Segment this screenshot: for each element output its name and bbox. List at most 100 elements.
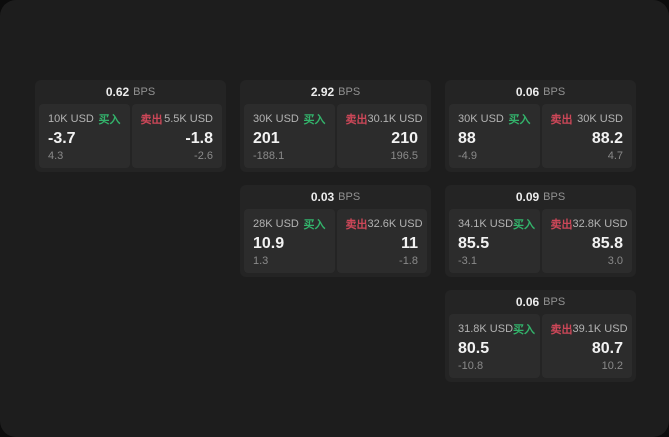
buy-top-row: 10K USD 买入 [48, 111, 121, 127]
sell-top-row: 卖出 39.1K USD [550, 321, 628, 337]
buy-side-label: 买入 [513, 219, 536, 231]
card-header: 0.06 BPS [445, 290, 636, 314]
card-body: 34.1K USD 买入 85.5 -3.1 卖出 32.8K USD 85.8… [445, 209, 636, 277]
buy-panel[interactable]: 34.1K USD 买入 85.5 -3.1 [449, 209, 540, 273]
bps-unit-label: BPS [543, 296, 566, 308]
buy-price: 201 [253, 130, 280, 147]
buy-amount: 30K USD [253, 113, 299, 125]
buy-sub-value: -3.1 [458, 255, 477, 267]
buy-panel[interactable]: 30K USD 买入 88 -4.9 [449, 104, 540, 168]
buy-price: -3.7 [48, 130, 76, 147]
card-header: 0.09 BPS [445, 185, 636, 209]
sell-top-row: 卖出 32.8K USD [550, 216, 628, 232]
buy-sub-value: -4.9 [458, 150, 477, 162]
sell-amount: 32.8K USD [572, 218, 628, 230]
sell-sub-value: -2.6 [194, 150, 213, 162]
sell-amount: 30.1K USD [367, 113, 423, 125]
buy-top-row: 28K USD 买入 [253, 216, 326, 232]
sell-amount: 5.5K USD [164, 113, 213, 125]
sell-side-label: 卖出 [550, 219, 573, 231]
sell-top-row: 卖出 5.5K USD [141, 111, 214, 127]
bps-value: 0.62 [105, 85, 130, 99]
buy-side-label: 买入 [513, 324, 536, 336]
bps-value: 0.06 [515, 85, 540, 99]
quote-card: 0.03 BPS 28K USD 买入 10.9 1.3 卖出 32.6K US… [240, 185, 431, 277]
buy-side-label: 买入 [303, 219, 326, 231]
buy-top-row: 31.8K USD 买入 [458, 321, 535, 337]
bps-unit-label: BPS [543, 86, 566, 98]
buy-top-row: 30K USD 买入 [458, 111, 531, 127]
bps-value: 0.03 [310, 190, 335, 204]
buy-panel[interactable]: 10K USD 买入 -3.7 4.3 [39, 104, 130, 168]
sell-panel[interactable]: 卖出 32.8K USD 85.8 3.0 [541, 209, 632, 273]
sell-sub-value: 4.7 [607, 150, 623, 162]
sell-panel[interactable]: 卖出 30.1K USD 210 196.5 [336, 104, 427, 168]
sell-panel[interactable]: 卖出 32.6K USD 11 -1.8 [336, 209, 427, 273]
buy-sub-value: -188.1 [253, 150, 285, 162]
buy-side-label: 买入 [508, 114, 531, 126]
quote-card: 0.06 BPS 31.8K USD 买入 80.5 -10.8 卖出 39.1… [445, 290, 636, 382]
card-body: 28K USD 买入 10.9 1.3 卖出 32.6K USD 11 -1.8 [240, 209, 431, 277]
buy-price: 10.9 [253, 235, 285, 252]
quote-card: 0.06 BPS 30K USD 买入 88 -4.9 卖出 30K USD 8… [445, 80, 636, 172]
quote-card: 2.92 BPS 30K USD 买入 201 -188.1 卖出 30.1K … [240, 80, 431, 172]
buy-amount: 30K USD [458, 113, 504, 125]
buy-top-row: 34.1K USD 买入 [458, 216, 535, 232]
buy-amount: 28K USD [253, 218, 299, 230]
bps-unit-label: BPS [543, 191, 566, 203]
card-body: 30K USD 买入 88 -4.9 卖出 30K USD 88.2 4.7 [445, 104, 636, 172]
sell-panel[interactable]: 卖出 39.1K USD 80.7 10.2 [541, 314, 632, 378]
sell-top-row: 卖出 30K USD [551, 111, 624, 127]
buy-top-row: 30K USD 买入 [253, 111, 326, 127]
sell-panel[interactable]: 卖出 30K USD 88.2 4.7 [541, 104, 632, 168]
bps-unit-label: BPS [133, 86, 156, 98]
cards-grid: 0.62 BPS 10K USD 买入 -3.7 4.3 卖出 5.5K USD… [35, 80, 636, 382]
bps-unit-label: BPS [338, 86, 361, 98]
buy-panel[interactable]: 28K USD 买入 10.9 1.3 [244, 209, 335, 273]
sell-price: 80.7 [591, 340, 623, 357]
card-body: 31.8K USD 买入 80.5 -10.8 卖出 39.1K USD 80.… [445, 314, 636, 382]
buy-amount: 31.8K USD [458, 323, 514, 335]
sell-amount: 39.1K USD [572, 323, 628, 335]
sell-price: 210 [391, 130, 418, 147]
sell-price: 85.8 [591, 235, 623, 252]
card-body: 10K USD 买入 -3.7 4.3 卖出 5.5K USD -1.8 -2.… [35, 104, 226, 172]
sell-side-label: 卖出 [550, 114, 573, 126]
sell-top-row: 卖出 32.6K USD [345, 216, 423, 232]
sell-panel[interactable]: 卖出 5.5K USD -1.8 -2.6 [131, 104, 222, 168]
bps-value: 2.92 [310, 85, 335, 99]
card-header: 2.92 BPS [240, 80, 431, 104]
card-body: 30K USD 买入 201 -188.1 卖出 30.1K USD 210 1… [240, 104, 431, 172]
sell-amount: 30K USD [577, 113, 623, 125]
bps-unit-label: BPS [338, 191, 361, 203]
sell-price: 88.2 [591, 130, 623, 147]
buy-sub-value: 1.3 [253, 255, 269, 267]
sell-price: 11 [401, 235, 418, 252]
sell-side-label: 卖出 [140, 114, 163, 126]
card-header: 0.62 BPS [35, 80, 226, 104]
buy-price: 80.5 [458, 340, 490, 357]
sell-sub-value: 10.2 [601, 360, 623, 372]
card-header: 0.03 BPS [240, 185, 431, 209]
buy-price: 85.5 [458, 235, 490, 252]
quote-card: 0.62 BPS 10K USD 买入 -3.7 4.3 卖出 5.5K USD… [35, 80, 226, 172]
sell-side-label: 卖出 [345, 219, 368, 231]
sell-amount: 32.6K USD [367, 218, 423, 230]
buy-sub-value: 4.3 [48, 150, 64, 162]
buy-panel[interactable]: 31.8K USD 买入 80.5 -10.8 [449, 314, 540, 378]
card-header: 0.06 BPS [445, 80, 636, 104]
bps-value: 0.09 [515, 190, 540, 204]
sell-side-label: 卖出 [345, 114, 368, 126]
sell-sub-value: 196.5 [390, 150, 418, 162]
buy-price: 88 [458, 130, 476, 147]
buy-amount: 10K USD [48, 113, 94, 125]
buy-sub-value: -10.8 [458, 360, 484, 372]
sell-sub-value: 3.0 [607, 255, 623, 267]
bps-value: 0.06 [515, 295, 540, 309]
sell-price: -1.8 [185, 130, 213, 147]
sell-top-row: 卖出 30.1K USD [345, 111, 423, 127]
quote-card: 0.09 BPS 34.1K USD 买入 85.5 -3.1 卖出 32.8K… [445, 185, 636, 277]
buy-panel[interactable]: 30K USD 买入 201 -188.1 [244, 104, 335, 168]
sell-side-label: 卖出 [550, 324, 573, 336]
